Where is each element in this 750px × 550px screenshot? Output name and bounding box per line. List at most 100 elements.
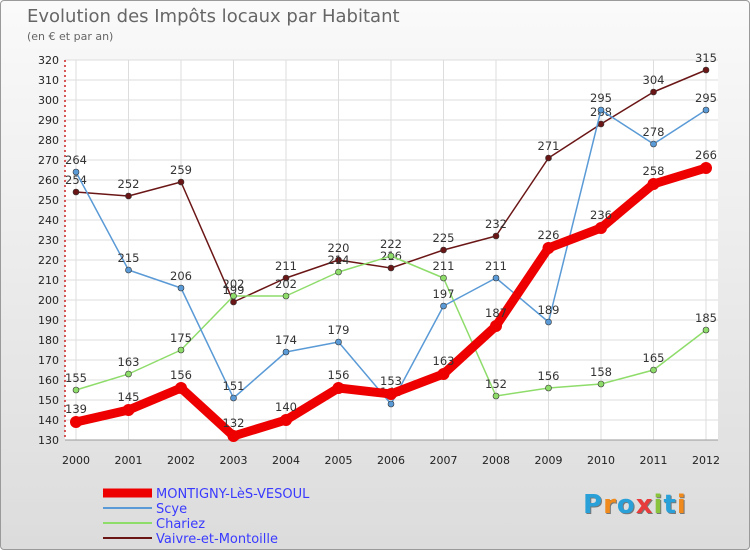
data-point: [72, 168, 80, 176]
data-point: [282, 274, 290, 282]
data-label: 163: [433, 354, 455, 368]
data-label: 175: [170, 331, 192, 345]
logo-letter: t: [663, 490, 677, 520]
data-label: 222: [380, 237, 402, 251]
data-label: 163: [118, 355, 140, 369]
data-point: [490, 320, 502, 332]
x-tick-label: 2003: [220, 454, 248, 467]
data-label: 202: [275, 277, 297, 291]
data-label: 211: [275, 259, 297, 273]
logo-letter: i: [676, 490, 687, 520]
axes: 130 140 150 160 170 180 190 200 210 220 230 240 250 2…: [38, 54, 720, 467]
data-label: 140: [275, 400, 297, 414]
data-point: [385, 388, 397, 400]
data-point: [335, 268, 342, 276]
data-point: [492, 274, 500, 282]
data-label: 132: [223, 416, 245, 430]
x-tick-label: 2001: [115, 454, 143, 467]
data-label: 189: [538, 303, 560, 317]
y-tick-label: 250: [38, 194, 59, 207]
y-tick-label: 310: [38, 74, 59, 87]
y-tick-label: 130: [38, 434, 59, 447]
data-point: [125, 370, 132, 378]
y-tick-label: 150: [38, 394, 59, 407]
logo-letter: P: [583, 490, 604, 520]
gridlines: [65, 59, 718, 441]
series-chariez: 155 163 175 202 202 214 222 211 152 156 158 165 185: [65, 237, 717, 400]
data-point: [440, 246, 447, 254]
y-tick-label: 170: [38, 354, 59, 367]
data-point: [177, 178, 185, 186]
data-label: 278: [643, 125, 665, 139]
y-tick-label: 230: [38, 234, 59, 247]
data-point: [282, 348, 290, 356]
data-point: [437, 368, 450, 380]
y-tick-label: 240: [38, 214, 59, 227]
data-label: 295: [695, 91, 717, 105]
legend-label: Scye: [156, 502, 187, 517]
data-point: [702, 106, 710, 114]
data-label: 197: [433, 287, 455, 301]
data-label: 158: [590, 365, 612, 379]
data-point: [702, 326, 710, 334]
data-point: [175, 382, 187, 394]
x-tick-label: 2000: [62, 454, 90, 467]
data-label: 187: [485, 306, 507, 320]
data-label: 220: [328, 241, 350, 255]
data-label: 139: [65, 402, 87, 416]
x-tick-label: 2011: [640, 454, 668, 467]
x-tick-label: 2012: [692, 454, 720, 467]
data-point: [545, 384, 552, 392]
data-point: [280, 414, 292, 426]
data-label: 152: [485, 377, 507, 391]
data-point: [700, 162, 712, 174]
data-label: 271: [538, 139, 560, 153]
data-label: 156: [538, 369, 560, 383]
data-point: [387, 252, 395, 260]
data-label: 156: [170, 368, 192, 382]
data-point: [227, 430, 240, 442]
legend-label: Vaivre-et-Montoille: [156, 532, 278, 547]
data-point: [230, 394, 237, 402]
data-point: [597, 106, 605, 114]
data-label: 155: [65, 371, 87, 385]
data-label: 232: [485, 217, 507, 231]
y-tick-label: 180: [38, 334, 59, 347]
data-point: [177, 284, 185, 292]
data-label: 151: [223, 379, 245, 393]
proxiti-logo: Proxiti: [583, 490, 687, 520]
data-label: 252: [118, 177, 140, 191]
y-tick-label: 320: [38, 54, 59, 67]
data-point: [647, 178, 660, 190]
data-point: [230, 298, 237, 306]
data-point: [125, 266, 132, 274]
y-tick-label: 280: [38, 134, 59, 147]
data-point: [545, 318, 552, 326]
y-tick-label: 270: [38, 154, 59, 167]
x-tick-label: 2006: [377, 454, 405, 467]
data-label: 174: [275, 333, 297, 347]
chart-subtitle: (en € et par an): [27, 30, 113, 43]
data-point: [492, 392, 500, 400]
data-point: [702, 66, 710, 74]
data-point: [70, 416, 82, 428]
data-label: 145: [118, 390, 140, 404]
x-tick-label: 2002: [167, 454, 195, 467]
data-point: [650, 140, 657, 148]
data-label: 153: [380, 374, 402, 388]
data-point: [125, 192, 132, 200]
data-label: 304: [643, 73, 665, 87]
logo-letter: i: [653, 490, 664, 520]
data-point: [72, 188, 80, 196]
data-label: 165: [643, 351, 665, 365]
y-tick-label: 300: [38, 94, 59, 107]
data-label: 214: [328, 253, 350, 267]
y-tick-label: 200: [38, 294, 59, 307]
data-label: 199: [223, 283, 245, 297]
x-tick-label: 2010: [587, 454, 615, 467]
data-point: [282, 292, 290, 300]
data-label: 206: [170, 269, 192, 283]
data-label: 202: [223, 277, 245, 291]
legend: MONTIGNY-LèS-VESOULScyeChariezVaivre-et-…: [103, 487, 310, 547]
x-tick-label: 2008: [482, 454, 510, 467]
